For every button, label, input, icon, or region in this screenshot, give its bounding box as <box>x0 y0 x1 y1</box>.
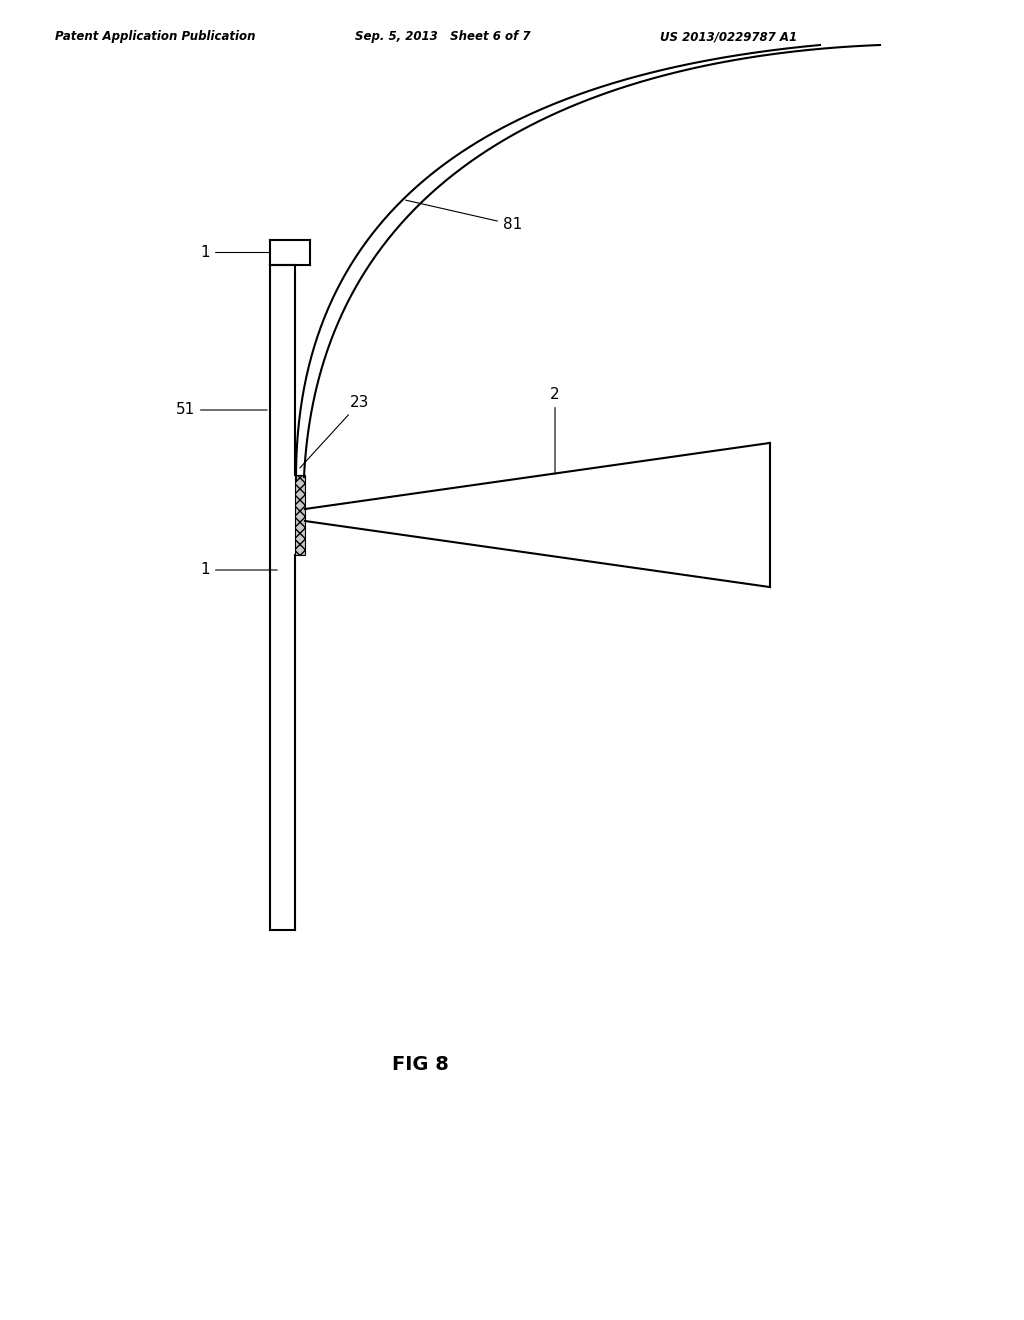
Text: US 2013/0229787 A1: US 2013/0229787 A1 <box>660 30 797 44</box>
Text: Patent Application Publication: Patent Application Publication <box>55 30 256 44</box>
FancyBboxPatch shape <box>295 475 305 554</box>
Text: 23: 23 <box>300 395 370 469</box>
Text: Sep. 5, 2013   Sheet 6 of 7: Sep. 5, 2013 Sheet 6 of 7 <box>355 30 530 44</box>
Text: 1: 1 <box>201 562 278 577</box>
Text: FIG 8: FIG 8 <box>391 1056 449 1074</box>
Text: 2: 2 <box>550 387 560 474</box>
Text: 1: 1 <box>201 246 270 260</box>
Text: 51: 51 <box>176 403 267 417</box>
Text: 81: 81 <box>406 201 522 232</box>
